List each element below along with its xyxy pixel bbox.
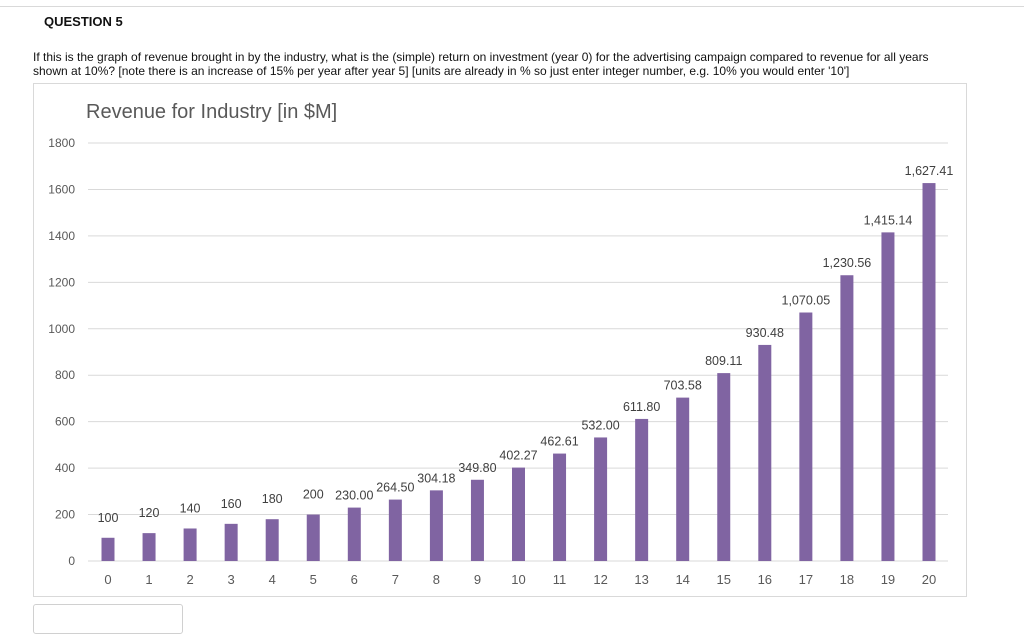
- x-tick-label: 7: [392, 572, 399, 587]
- bar: [881, 232, 895, 561]
- revenue-chart: Revenue for Industry [in $M] 02004006008…: [48, 101, 954, 587]
- data-label: 611.80: [623, 400, 660, 414]
- x-tick-label: 4: [269, 572, 276, 587]
- bar: [717, 373, 731, 561]
- y-tick-label: 200: [55, 508, 75, 522]
- data-label: 230.00: [335, 489, 373, 503]
- x-tick-label: 9: [474, 572, 481, 587]
- data-label: 200: [303, 488, 324, 502]
- data-label: 1,415.14: [864, 213, 913, 227]
- x-tick-label: 16: [758, 572, 772, 587]
- x-tick-label: 0: [104, 572, 111, 587]
- x-tick-label: 11: [553, 572, 567, 587]
- x-tick-label: 5: [310, 572, 317, 587]
- x-tick-label: 19: [881, 572, 895, 587]
- data-label: 100: [98, 511, 119, 525]
- data-label: 402.27: [499, 449, 537, 463]
- question-text: If this is the graph of revenue brought …: [33, 50, 929, 78]
- bar: [388, 499, 402, 561]
- x-tick-label: 8: [433, 572, 440, 587]
- data-label: 180: [262, 492, 283, 506]
- x-tick-label: 3: [228, 572, 235, 587]
- bar: [470, 479, 484, 561]
- bar: [799, 312, 813, 561]
- data-label: 264.50: [376, 481, 414, 495]
- data-label: 1,627.41: [905, 164, 954, 178]
- x-tick-label: 2: [186, 572, 193, 587]
- y-tick-label: 1000: [48, 322, 75, 336]
- data-label: 160: [221, 497, 242, 511]
- data-label: 532.00: [581, 418, 619, 432]
- bar: [840, 275, 854, 561]
- x-tick-label: 10: [511, 572, 525, 587]
- chart-container: [33, 83, 967, 597]
- bar: [142, 533, 156, 561]
- x-tick-label: 15: [717, 572, 731, 587]
- x-tick-label: 18: [840, 572, 854, 587]
- x-tick-label: 17: [799, 572, 813, 587]
- data-label: 1,230.56: [823, 256, 872, 270]
- x-tick-label: 14: [675, 572, 689, 587]
- data-label: 703.58: [664, 379, 702, 393]
- bar: [429, 490, 443, 561]
- bar: [183, 528, 197, 561]
- question-title: QUESTION 5: [44, 14, 123, 29]
- bar: [101, 537, 115, 561]
- x-tick-label: 1: [145, 572, 152, 587]
- bar: [676, 397, 690, 561]
- bar: [635, 418, 649, 561]
- data-label: 1,070.05: [782, 294, 831, 308]
- top-divider: [0, 6, 1024, 7]
- x-tick-label: 20: [922, 572, 936, 587]
- x-tick-label: 6: [351, 572, 358, 587]
- answer-input[interactable]: [33, 604, 183, 634]
- bar: [758, 344, 772, 561]
- data-label: 930.48: [746, 326, 784, 340]
- data-label: 140: [180, 501, 201, 515]
- y-tick-label: 1400: [48, 229, 75, 243]
- bar: [306, 514, 320, 561]
- y-tick-label: 1200: [48, 275, 75, 289]
- bar: [922, 183, 936, 562]
- bar: [553, 453, 567, 561]
- x-tick-label: 12: [593, 572, 607, 587]
- bar: [512, 467, 525, 561]
- x-tick-label: 13: [634, 572, 648, 587]
- bar: [265, 519, 279, 561]
- bar: [224, 523, 238, 561]
- y-tick-label: 400: [55, 461, 75, 475]
- data-label: 462.61: [540, 435, 578, 449]
- y-tick-label: 600: [55, 415, 75, 429]
- bar: [594, 437, 608, 561]
- data-label: 304.18: [417, 471, 455, 485]
- y-tick-label: 1800: [48, 136, 75, 150]
- data-label: 809.11: [705, 354, 742, 368]
- y-tick-label: 0: [68, 554, 75, 568]
- data-label: 349.80: [458, 461, 496, 475]
- y-tick-label: 800: [55, 368, 75, 382]
- y-tick-label: 1600: [48, 182, 75, 196]
- data-label: 120: [139, 506, 160, 520]
- bar: [347, 507, 361, 561]
- chart-title: Revenue for Industry [in $M]: [86, 101, 337, 123]
